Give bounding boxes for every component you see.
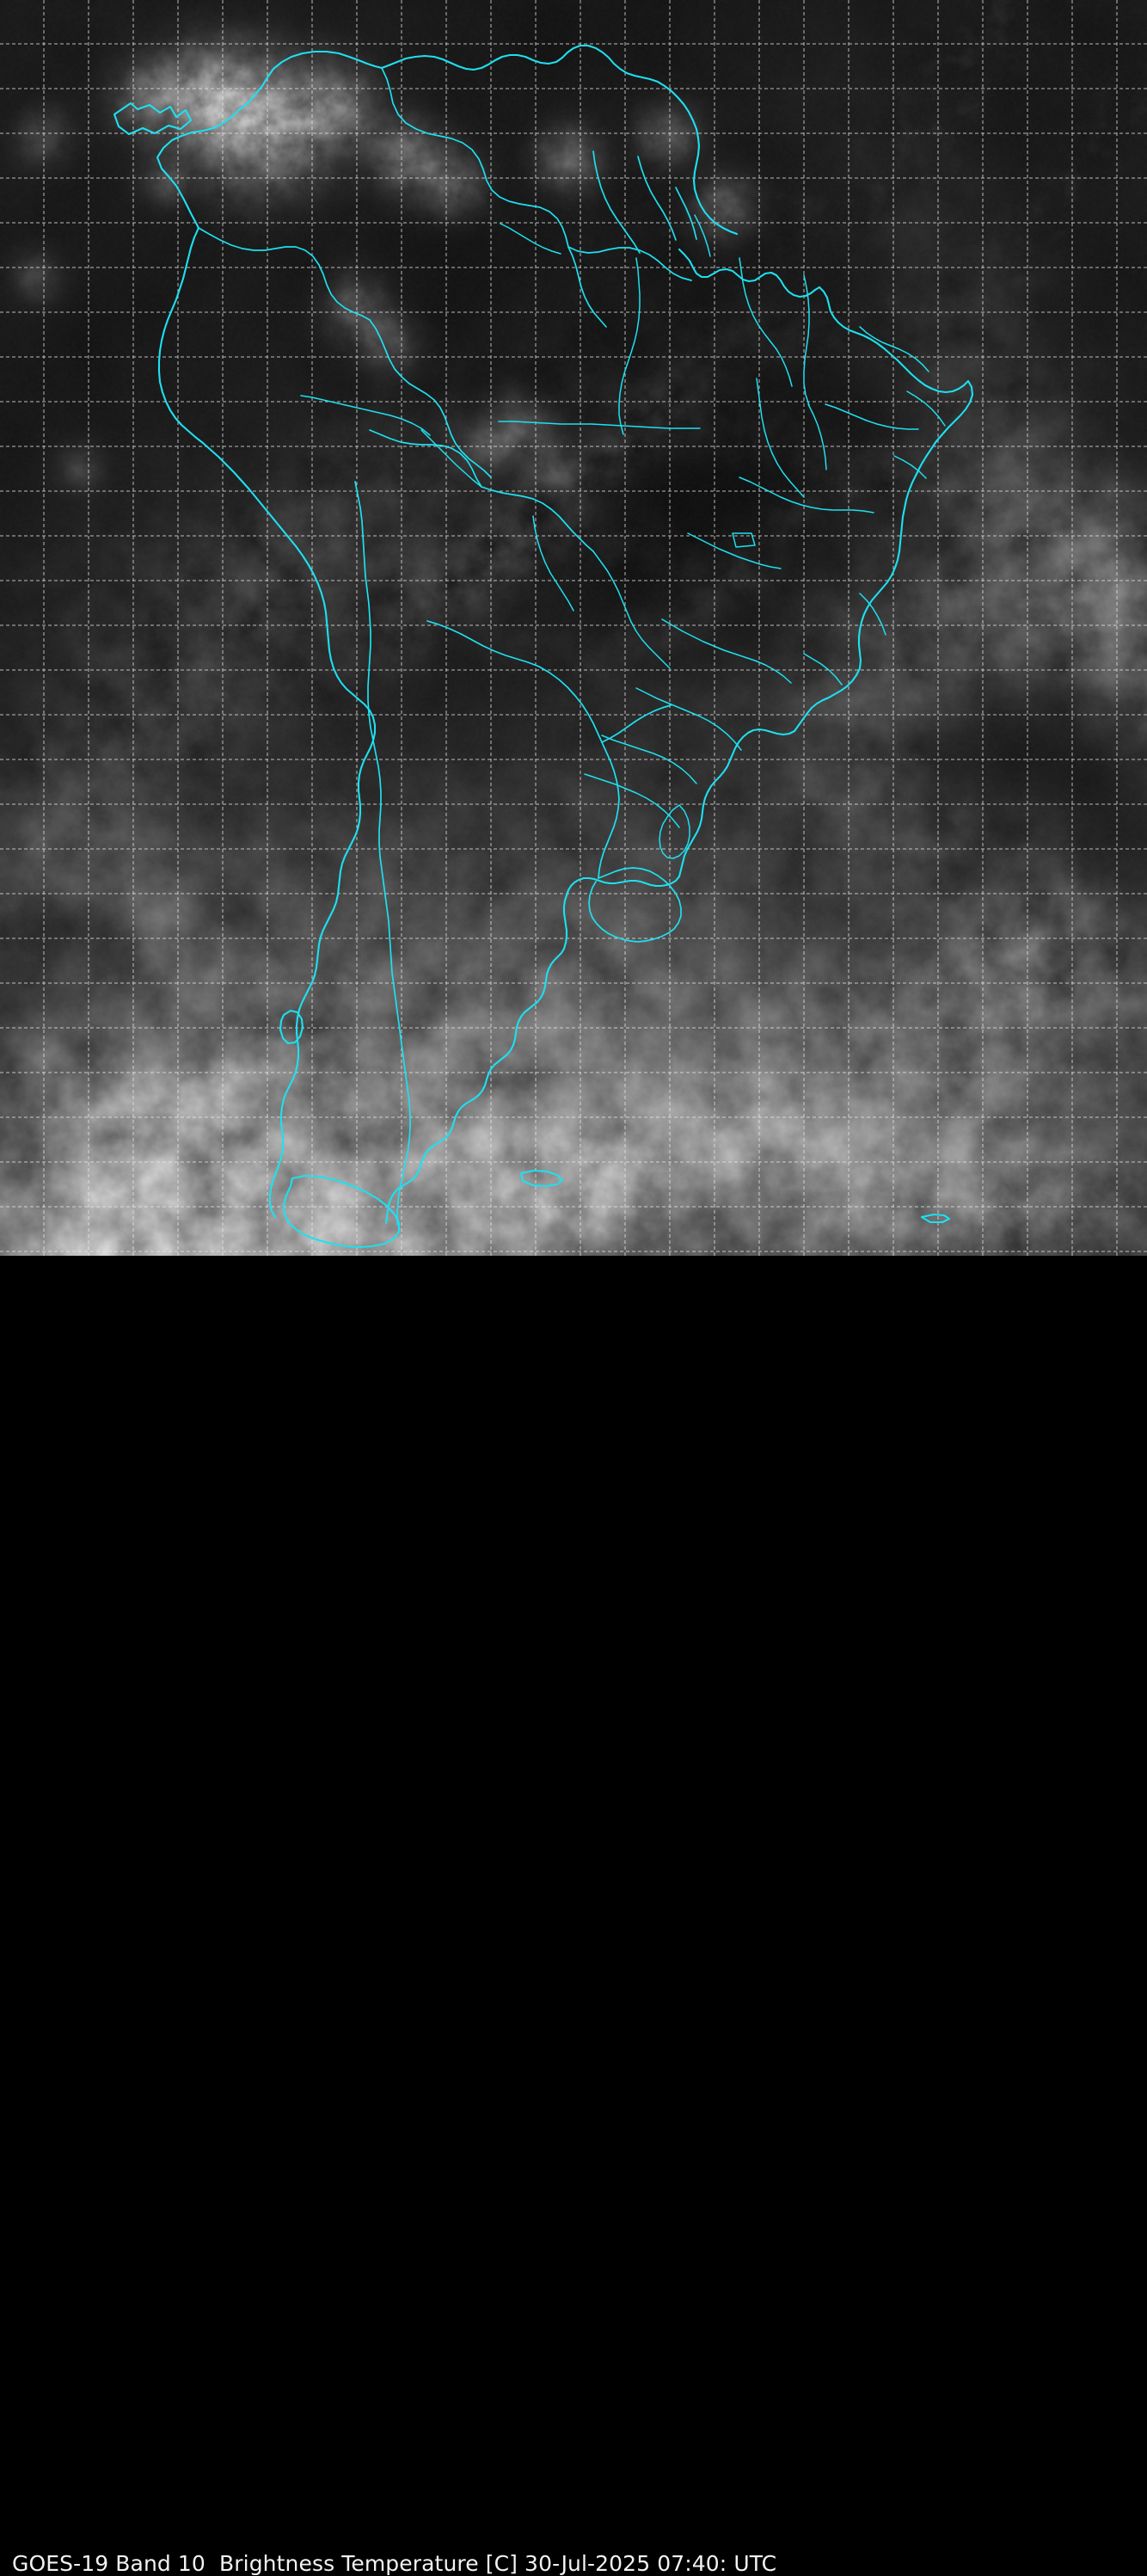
satellite-raster-canvas <box>0 0 1147 1256</box>
caption-bar: GOES-19 Band 10 Brightness Temperature [… <box>0 1256 1147 2576</box>
satellite-infrared-image <box>0 0 1147 1256</box>
caption-text: GOES-19 Band 10 Brightness Temperature [… <box>12 2551 777 2576</box>
